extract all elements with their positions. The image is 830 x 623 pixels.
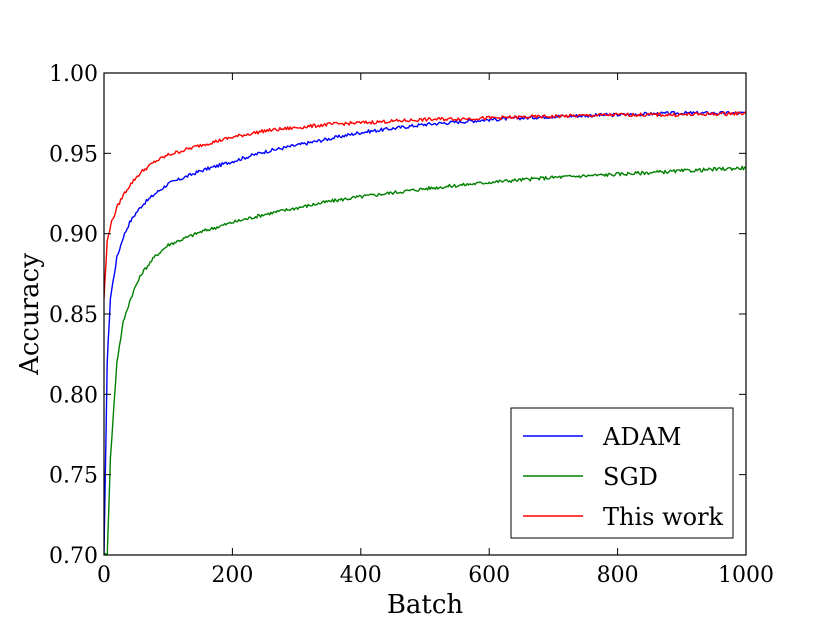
ticks-layer: 0 200 400 600 800 1000 0.70 0.75 0.80 0.85 0.90 0.9… [49, 62, 774, 588]
series-layer [104, 110, 746, 555]
x-tick-label: 200 [211, 563, 253, 588]
y-axis-label: Accuracy [15, 253, 45, 376]
legend: ADAM SGD This work [510, 407, 734, 539]
y-tick-label: 0.70 [49, 544, 98, 569]
y-tick-label: 0.80 [49, 383, 98, 408]
y-tick-label: 0.75 [49, 464, 98, 489]
y-tick-label: 0.95 [49, 142, 98, 167]
x-tick-label: 800 [597, 563, 639, 588]
legend-label: This work [603, 503, 724, 531]
legend-label: ADAM [602, 423, 681, 451]
x-tick-label: 1000 [718, 563, 774, 588]
y-tick-label: 0.90 [49, 223, 98, 248]
x-tick-label: 600 [468, 563, 510, 588]
y-tick-label: 1.00 [49, 62, 98, 87]
legend-label: SGD [603, 463, 658, 491]
x-axis-label: Batch [387, 590, 464, 620]
y-tick-label: 0.85 [49, 303, 98, 328]
x-tick-label: 400 [340, 563, 382, 588]
series-line-sgd [104, 165, 746, 555]
x-tick-label: 0 [97, 563, 111, 588]
series-line-this-work [104, 111, 746, 299]
